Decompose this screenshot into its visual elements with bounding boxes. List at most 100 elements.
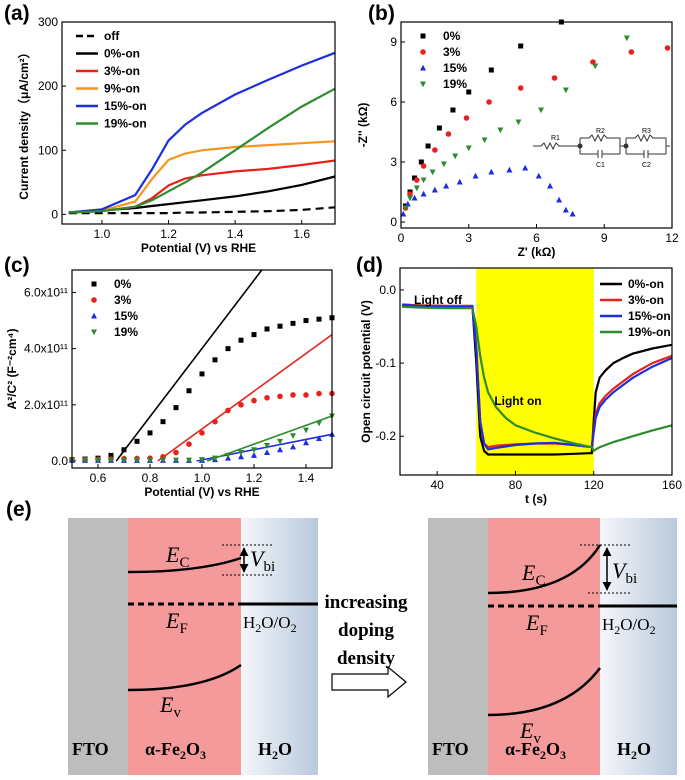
vbi-sub: bi [625,571,637,587]
marker [497,127,504,134]
h2o-part: 2 [272,748,278,762]
marker [251,447,257,454]
fto-layer [428,518,488,775]
marker [404,200,411,207]
legend-swatch [91,297,97,303]
ec-label: EC [521,560,545,589]
legend-label: 0%-on [104,47,140,61]
legend-label: 15% [443,61,467,75]
h2o-part: H [258,739,272,759]
marker [277,323,283,329]
panel-label: (e) [6,498,32,521]
plot-frame [61,21,336,225]
marker [303,392,309,398]
marker [443,182,450,189]
legend-label: 3% [114,293,132,307]
marker [173,405,179,411]
legend-swatch [91,312,97,319]
ef-sub: F [539,623,547,639]
marker [420,177,427,184]
series-line [68,206,336,215]
x-tick-label: 120 [584,478,604,492]
x-axis-label: t (s) [525,492,547,506]
marker [225,452,231,459]
marker [432,147,438,153]
marker [199,457,205,463]
marker [303,439,309,446]
panel-label: (b) [368,2,395,25]
marker [290,433,296,440]
x-tick-label: 0.6 [90,471,107,485]
y-tick-label: 0 [390,215,397,229]
marker [316,316,322,322]
marker [238,402,244,408]
marker [429,169,436,176]
h2o-label: H2O [617,739,651,762]
marker [173,457,179,464]
marker [506,166,513,173]
marker [212,418,218,425]
x-tick-label: 1.4 [298,471,315,485]
marker [160,457,166,464]
legend-label: 9%-on [104,82,140,96]
annotation: Light off [414,293,463,307]
ec-label: EC [165,542,189,571]
chart-panel: (b) 0 3 6 9 12 0 3 6 9 Z' (kΩ) -Z'' (kΩ) 0% 3% 15% 19% R… [356,2,679,259]
fe-part: O [546,739,560,759]
marker [412,175,418,181]
marker [664,45,671,51]
plot-frame [399,267,673,476]
panel-label: (a) [4,2,30,25]
marker [303,318,309,324]
marker [82,457,88,464]
legend-label: 3%-on [104,64,140,78]
marker [186,457,192,464]
redox-part: 2 [291,621,297,635]
marker [147,457,153,464]
fe-part: O [186,739,200,759]
x-tick-label: 6 [533,231,540,245]
ev-label: Ev [519,718,541,747]
marker [147,430,153,436]
inset-label: R1 [551,135,560,142]
y-tick-label: 3 [390,155,397,169]
redox-part: 2 [650,623,656,637]
marker [134,438,140,444]
marker [264,443,270,449]
h2o-label: H2O [258,739,292,762]
marker [134,457,140,464]
legend-label: off [104,29,120,43]
marker [538,107,545,114]
panel-label: (d) [356,254,383,277]
x-axis-label: Potential (V) vs RHE [144,485,259,499]
y-tick-label: 200 [38,79,58,93]
legend-swatch [420,33,426,39]
x-tick-label: 1.2 [160,227,177,241]
marker [290,392,296,398]
x-axis-label: Potential (V) vs RHE [141,241,256,255]
vbi-symbol: V [612,558,628,583]
redox-part: O/O [261,613,290,632]
y-tick-label: 0 [51,207,58,221]
marker [535,172,542,179]
redox-part: O/O [620,615,649,634]
hollow-arrow [331,665,407,699]
redox-part: H [602,615,614,634]
marker [264,394,270,401]
fit-line [157,333,333,462]
marker [518,43,524,49]
ec-band [487,544,602,595]
legend-label: 3%-on [628,293,664,307]
marker [407,191,413,197]
marker [251,452,257,458]
marker [277,393,283,400]
marker [445,131,452,137]
legend-swatch [91,281,97,287]
plot-frame [400,21,673,229]
x-tick-label: 0 [398,231,405,245]
marker [522,164,529,171]
marker [456,178,463,185]
marker [238,337,244,343]
marker [486,99,492,105]
